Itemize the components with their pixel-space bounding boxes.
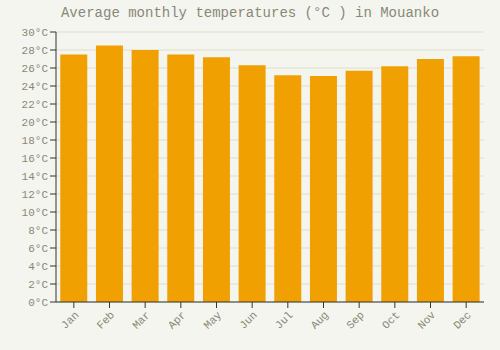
svg-text:Aug: Aug — [309, 309, 331, 331]
svg-text:Jul: Jul — [273, 309, 295, 331]
svg-text:Jan: Jan — [59, 309, 81, 331]
svg-text:6°C: 6°C — [28, 243, 48, 255]
svg-text:Mar: Mar — [130, 309, 152, 331]
svg-text:4°C: 4°C — [28, 261, 48, 273]
svg-text:24°C: 24°C — [22, 81, 49, 93]
svg-text:18°C: 18°C — [22, 135, 49, 147]
svg-text:14°C: 14°C — [22, 171, 49, 183]
svg-text:Dec: Dec — [451, 309, 473, 331]
svg-text:16°C: 16°C — [22, 153, 49, 165]
svg-text:20°C: 20°C — [22, 117, 49, 129]
svg-text:8°C: 8°C — [28, 225, 48, 237]
html-text:Average monthly temperatures (: Average monthly temperatures (°C ) in Mo… — [61, 5, 439, 21]
svg-text:Jun: Jun — [237, 309, 259, 331]
svg-text:26°C: 26°C — [22, 63, 49, 75]
svg-text:2°C: 2°C — [28, 279, 48, 291]
svg-text:12°C: 12°C — [22, 189, 49, 201]
svg-text:10°C: 10°C — [22, 207, 49, 219]
svg-text:Oct: Oct — [380, 309, 402, 331]
svg-text:30°C: 30°C — [22, 27, 49, 39]
svg-text:Nov: Nov — [416, 309, 439, 332]
svg-text:22°C: 22°C — [22, 99, 49, 111]
svg-text:Sep: Sep — [344, 309, 366, 331]
svg-text:May: May — [202, 309, 225, 332]
svg-text:Feb: Feb — [95, 309, 117, 331]
svg-text:28°C: 28°C — [22, 45, 49, 57]
svg-text:Apr: Apr — [166, 309, 188, 331]
svg-text:0°C: 0°C — [28, 297, 48, 309]
